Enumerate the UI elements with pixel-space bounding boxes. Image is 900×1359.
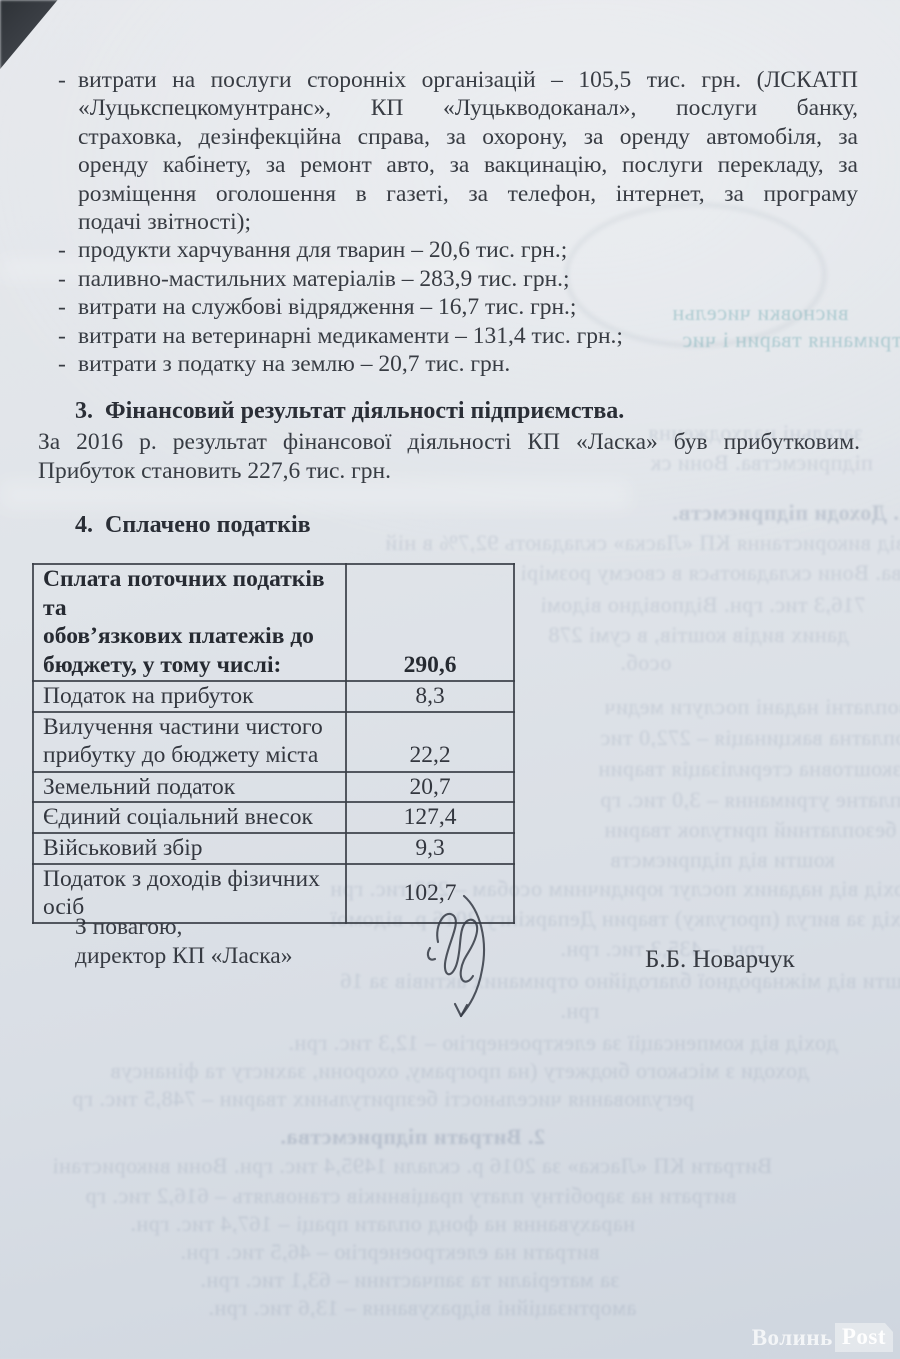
table-cell-value: 9,3 — [345, 832, 515, 865]
table-label-line: Єдиний соціальний внесок — [43, 804, 313, 831]
table-header-row: Сплата поточних податків та обов’язкових … — [32, 563, 515, 682]
table-cell-value: 8,3 — [345, 680, 515, 713]
signature-title: директор КП «Ласка» — [75, 943, 293, 969]
bullet-dash: - — [58, 265, 66, 292]
expense-text: паливно-мастильних матеріалів – 283,9 ти… — [78, 265, 858, 293]
expense-text: витрати на службові відрядження – 16,7 т… — [78, 293, 858, 321]
table-cell-value: 127,4 — [345, 801, 515, 834]
bullet-dash: - — [58, 237, 66, 264]
signature-name: Б.Б. Новарчук — [645, 946, 795, 973]
table-cell-label: Земельний податок — [32, 770, 347, 803]
table-cell-label: Військовий збір — [32, 832, 347, 865]
handwritten-signature — [426, 894, 486, 1018]
table-cell-label: Податок з доходів фізичних осіб — [32, 862, 347, 924]
table-cell-label: Сплата поточних податків та обов’язкових … — [32, 563, 347, 682]
table-cell-label: Податок на прибуток — [32, 680, 347, 713]
copier-streak — [0, 258, 495, 280]
paragraph-line: Прибуток становить 227,6 тис. грн. — [38, 457, 392, 484]
expense-item: - витрати на ветеринарні медикаменти – 13… — [58, 322, 858, 350]
expense-text-line: витрати на службові відрядження – 16,7 т… — [78, 294, 577, 321]
expense-text-line: витрати з податку на землю – 20,7 тис. г… — [78, 351, 511, 378]
table-row: Військовий збір 9,3 — [32, 832, 515, 865]
table-cell-value: 20,7 — [345, 770, 515, 803]
table-cell-value: 290,6 — [345, 563, 515, 682]
table-row: Єдиний соціальний внесок 127,4 — [32, 801, 515, 834]
expense-item: - витрати з податку на землю – 20,7 тис. … — [58, 350, 858, 378]
section3-heading: 3. Фінансовий результат діяльності підпр… — [75, 398, 625, 424]
expense-text-line: паливно-мастильних матеріалів – 283,9 ти… — [78, 265, 570, 292]
expense-item: - витрати на послуги сторонніх організаці… — [58, 66, 858, 236]
expense-list: - витрати на послуги сторонніх організаці… — [58, 66, 858, 378]
expense-text: витрати на ветеринарні медикаменти – 131… — [78, 322, 858, 350]
table-label-line: Вилучення частини чистого — [43, 713, 323, 740]
table-label-line: Сплата поточних податків та — [43, 566, 325, 621]
expense-item: - паливно-мастильних матеріалів – 283,9 т… — [58, 265, 858, 293]
table-row: Податок на прибуток 8,3 — [32, 680, 515, 713]
table-label-line: прибутку до бюджету міста — [43, 742, 319, 768]
expense-text: продукти харчування для тварин – 20,6 ти… — [78, 236, 858, 264]
tax-table: Сплата поточних податків та обов’язкових … — [32, 563, 515, 924]
expense-item: - продукти харчування для тварин – 20,6 т… — [58, 236, 858, 264]
expense-text-line: подачі звітності); — [78, 209, 251, 236]
signature-salutation: З повагою, — [75, 914, 183, 940]
expense-text: витрати з податку на землю – 20,7 тис. г… — [78, 350, 858, 378]
table-label-line: Податок на прибуток — [43, 683, 254, 709]
table-cell-label: Вилучення частини чистого прибутку до бюд… — [32, 710, 347, 773]
table-cell-value: 22,2 — [345, 710, 515, 773]
expense-text-line: витрати на ветеринарні медикаменти – 131… — [78, 322, 623, 349]
section4-heading: 4. Сплачено податків — [75, 512, 311, 538]
table-label-line: Військовий збір — [43, 835, 203, 861]
expense-text-line: страховка, дезінфекційна справа, за охор… — [78, 123, 858, 150]
expense-text-line: розміщення оголошення в газеті, за телеф… — [78, 180, 858, 207]
section3-paragraph: За 2016 р. результат фінансової діяльнос… — [38, 428, 860, 485]
table-row: Податок з доходів фізичних осіб 102,7 — [32, 862, 515, 924]
paragraph-line: За 2016 р. результат фінансової діяльнос… — [38, 429, 860, 455]
expense-text-line: оренду кабінету, за ремонт авто, за вакц… — [78, 152, 858, 179]
expense-text: витрати на послуги сторонніх організацій… — [78, 66, 858, 236]
table-label-line: бюджету, у тому числі: — [43, 651, 282, 678]
bullet-dash: - — [58, 294, 66, 321]
watermark-post-badge: Post — [835, 1323, 893, 1352]
copier-streak — [0, 480, 630, 510]
watermark: Волинь Post — [752, 1323, 893, 1352]
bullet-dash: - — [58, 67, 66, 93]
stamp-circle-bleed — [565, 203, 826, 347]
expense-item: - витрати на службові відрядження – 16,7 … — [58, 293, 858, 321]
table-label-line: Податок з доходів фізичних осіб — [43, 865, 320, 921]
expense-text-line: «Луцькспецкомунтранс», КП «Луцькводокана… — [78, 95, 858, 122]
bullet-dash: - — [58, 351, 66, 378]
table-label-line: Земельний податок — [43, 773, 236, 800]
bullet-dash: - — [58, 322, 66, 349]
expense-text-line: витрати на послуги сторонніх організацій… — [78, 67, 858, 93]
expense-text-line: продукти харчування для тварин – 20,6 ти… — [78, 237, 568, 264]
table-cell-label: Єдиний соціальний внесок — [32, 801, 347, 834]
table-row: Вилучення частини чистого прибутку до бюд… — [32, 710, 515, 773]
watermark-brand: Волинь — [751, 1324, 833, 1350]
table-cell-value: 102,7 — [345, 862, 515, 924]
table-row: Земельний податок 20,7 — [32, 770, 515, 803]
table-label-line: обов’язкових платежів до — [43, 623, 314, 649]
